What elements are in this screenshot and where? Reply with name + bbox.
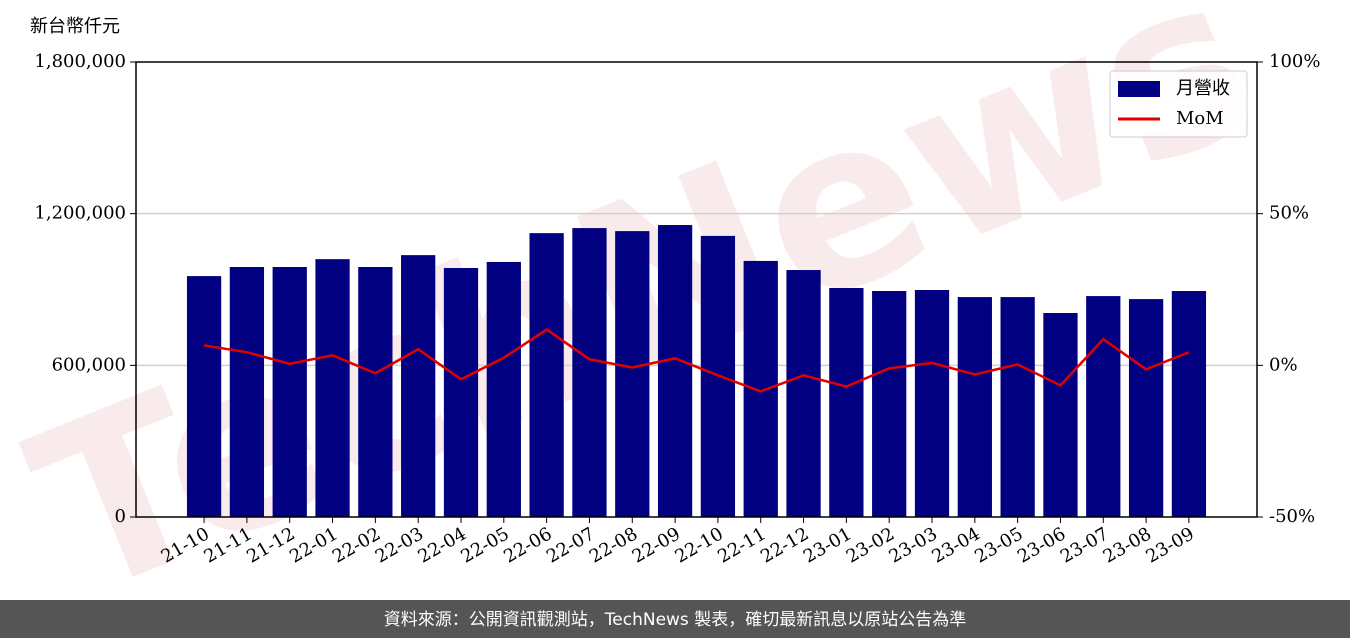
bar xyxy=(786,270,821,517)
x-tick-label: 23-08 xyxy=(1100,523,1155,567)
y-axis-unit: 新台幣仟元 xyxy=(30,16,120,37)
y2-tick-label: 100% xyxy=(1269,51,1320,72)
bar xyxy=(1128,299,1164,517)
footer-bar xyxy=(0,600,1350,638)
bar xyxy=(229,267,265,517)
bar xyxy=(529,233,564,517)
legend-swatch xyxy=(1118,81,1160,97)
x-tick-label: 22-06 xyxy=(500,523,555,567)
bar xyxy=(401,255,436,517)
x-tick-label: 23-01 xyxy=(800,523,855,567)
bar xyxy=(957,297,992,517)
x-tick-label: 22-08 xyxy=(586,523,641,567)
bar xyxy=(615,231,650,517)
x-tick-label: 23-09 xyxy=(1142,523,1197,567)
bar xyxy=(1000,297,1035,517)
x-tick-label: 23-05 xyxy=(971,523,1026,567)
x-tick-label: 23-04 xyxy=(928,523,983,567)
footer-text: 資料來源：公開資訊觀測站，TechNews 製表，確切最新訊息以原站公告為準 xyxy=(384,610,966,630)
y-tick-label: 1,800,000 xyxy=(34,51,126,72)
x-tick-label: 22-09 xyxy=(629,523,684,567)
bar xyxy=(743,260,778,517)
y-tick-label: 1,200,000 xyxy=(34,203,126,224)
bar xyxy=(315,259,350,517)
x-tick-label: 22-11 xyxy=(714,523,769,567)
x-tick-label: 23-07 xyxy=(1057,523,1112,567)
x-tick-label: 22-10 xyxy=(671,523,726,567)
bar xyxy=(358,267,393,517)
x-tick-label: 23-03 xyxy=(886,523,941,567)
bar xyxy=(829,287,864,517)
bar xyxy=(572,228,607,517)
bar xyxy=(1086,296,1121,517)
x-tick-label: 22-07 xyxy=(543,523,598,567)
plot-frame xyxy=(135,61,1258,518)
bar xyxy=(1171,291,1207,517)
bar xyxy=(272,267,307,517)
mom-line xyxy=(203,328,1190,393)
x-tick-label: 22-05 xyxy=(457,523,512,567)
bar xyxy=(1043,313,1078,517)
legend-label: 月營收 xyxy=(1176,78,1230,99)
bar xyxy=(186,276,222,517)
y2-tick-label: -50% xyxy=(1269,506,1315,527)
x-tick-label: 22-04 xyxy=(415,523,470,567)
y2-tick-label: 0% xyxy=(1269,354,1298,375)
y-tick-label: 0 xyxy=(115,506,126,527)
bar xyxy=(486,261,521,517)
x-tick-label: 22-12 xyxy=(757,523,812,567)
bar xyxy=(443,268,479,517)
bar xyxy=(872,291,907,517)
bar xyxy=(657,225,693,517)
y2-tick-label: 50% xyxy=(1269,203,1309,224)
x-tick-label: 23-02 xyxy=(843,523,898,567)
legend-label: MoM xyxy=(1176,108,1224,129)
x-tick-label: 23-06 xyxy=(1014,523,1069,567)
bar xyxy=(914,290,950,517)
y-tick-label: 600,000 xyxy=(52,354,126,375)
